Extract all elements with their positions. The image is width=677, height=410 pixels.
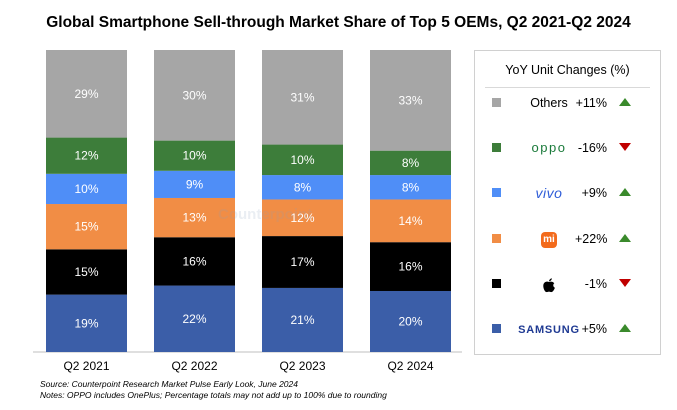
arrow-up-icon <box>619 324 631 332</box>
data-label-vivo-q2-2021: 10% <box>74 182 98 196</box>
counterpoint-watermark: Counterpoint <box>218 206 313 223</box>
bar-segment-others-q2-2024 <box>370 50 451 151</box>
legend-change-samsung: +5% <box>581 322 607 336</box>
data-label-vivo-q2-2022: 9% <box>186 177 204 191</box>
data-label-xiaomi-q2-2024: 14% <box>398 214 422 228</box>
data-label-oppo-q2-2022: 10% <box>182 149 206 163</box>
labels-layer: 19% 15% 15% 10% 12% 29% 22% 16% 13% 9% 10% 30% 21% 17… <box>74 87 422 331</box>
legend-label-others: Others <box>530 96 568 110</box>
legend-swatch-samsung <box>492 324 501 333</box>
arrow-down-icon <box>619 279 631 287</box>
data-label-oppo-q2-2023: 10% <box>290 153 314 167</box>
data-label-others-q2-2022: 30% <box>182 88 206 102</box>
bar-segment-apple-q2-2024 <box>370 242 451 291</box>
legend-entry-samsung: SAMSUNG +5% <box>475 318 660 340</box>
bar-segment-oppo-q2-2024 <box>370 150 451 176</box>
data-label-apple-q2-2024: 16% <box>398 260 422 274</box>
data-label-xiaomi-q2-2022: 13% <box>182 211 206 225</box>
bar-segment-oppo-q2-2022 <box>154 140 235 171</box>
legend-entry-xiaomi: mi +22% <box>475 228 660 250</box>
data-label-samsung-q2-2022: 22% <box>182 312 206 326</box>
bar-segment-others-q2-2021 <box>46 50 127 138</box>
x-tick-label-q2-2022: Q2 2022 <box>171 359 217 373</box>
bar-segment-vivo-q2-2024 <box>370 175 451 200</box>
source-note: Source: Counterpoint Research Market Pul… <box>40 379 298 389</box>
legend-swatch-vivo <box>492 188 501 197</box>
data-label-oppo-q2-2024: 8% <box>402 156 420 170</box>
x-tick-label-q2-2024: Q2 2024 <box>387 359 433 373</box>
xiaomi-logo: mi <box>510 230 588 248</box>
legend: YoY Unit Changes (%) Others +11% oppo -16% v… <box>474 50 661 355</box>
bar-segment-apple-q2-2022 <box>154 237 235 286</box>
data-label-samsung-q2-2023: 21% <box>290 313 314 327</box>
bars-layer <box>46 50 451 352</box>
data-label-others-q2-2021: 29% <box>74 87 98 101</box>
arrow-down-icon <box>619 143 631 151</box>
arrow-up-icon <box>619 98 631 106</box>
bar-segment-samsung-q2-2023 <box>262 287 343 352</box>
bar-segment-apple-q2-2021 <box>46 249 127 295</box>
legend-swatch-apple <box>492 279 501 288</box>
x-tick-labels: Q2 2021 Q2 2022 Q2 2023 Q2 2024 <box>63 359 433 373</box>
data-label-oppo-q2-2021: 12% <box>74 149 98 163</box>
legend-change-apple: -1% <box>584 277 607 291</box>
bar-segment-apple-q2-2023 <box>262 236 343 288</box>
legend-change-xiaomi: +22% <box>575 232 608 246</box>
legend-change-others: +11% <box>575 96 607 110</box>
data-label-samsung-q2-2021: 19% <box>74 316 98 330</box>
data-label-samsung-q2-2024: 20% <box>398 314 422 328</box>
legend-swatch-oppo <box>492 143 501 152</box>
legend-entry-others: Others +11% <box>475 92 660 114</box>
x-tick-label-q2-2023: Q2 2023 <box>279 359 325 373</box>
data-label-xiaomi-q2-2021: 15% <box>74 220 98 234</box>
bar-segment-xiaomi-q2-2021 <box>46 204 127 250</box>
data-label-others-q2-2024: 33% <box>398 93 422 107</box>
data-label-xiaomi-q2-2023: 12% <box>290 211 314 225</box>
legend-divider <box>485 87 650 88</box>
legend-entry-oppo: oppo -16% <box>475 137 660 159</box>
chart-title: Global Smartphone Sell-through Market Sh… <box>46 14 631 31</box>
notes-line: Notes: OPPO includes OnePlus; Percentage… <box>40 390 387 400</box>
data-label-vivo-q2-2023: 8% <box>294 180 312 194</box>
bar-segment-oppo-q2-2021 <box>46 137 127 174</box>
legend-swatch-xiaomi <box>492 234 501 243</box>
legend-entry-vivo: vivo +9% <box>475 182 660 204</box>
samsung-logo: SAMSUNG <box>518 324 580 336</box>
data-label-apple-q2-2021: 15% <box>74 265 98 279</box>
bar-segment-xiaomi-q2-2023 <box>262 199 343 237</box>
arrow-up-icon <box>619 234 631 242</box>
data-label-apple-q2-2023: 17% <box>290 255 314 269</box>
bar-segment-samsung-q2-2021 <box>46 294 127 352</box>
data-label-others-q2-2023: 31% <box>290 90 314 104</box>
vivo-logo: vivo <box>535 185 563 201</box>
bar-segment-xiaomi-q2-2024 <box>370 199 451 243</box>
bar-segment-oppo-q2-2023 <box>262 144 343 176</box>
bar-segment-others-q2-2023 <box>262 50 343 145</box>
bar-segment-xiaomi-q2-2022 <box>154 197 235 238</box>
data-label-apple-q2-2022: 16% <box>182 254 206 268</box>
bar-segment-vivo-q2-2023 <box>262 175 343 200</box>
data-label-vivo-q2-2024: 8% <box>402 180 420 194</box>
oppo-logo: oppo <box>531 140 567 155</box>
apple-icon <box>543 277 555 292</box>
legend-swatch-others <box>492 98 501 107</box>
x-tick-label-q2-2021: Q2 2021 <box>63 359 109 373</box>
legend-entry-apple: -1% <box>475 273 660 295</box>
bar-segment-vivo-q2-2022 <box>154 170 235 198</box>
bar-segment-samsung-q2-2024 <box>370 290 451 352</box>
bar-segment-vivo-q2-2021 <box>46 173 127 205</box>
bar-segment-others-q2-2022 <box>154 50 235 141</box>
legend-change-vivo: +9% <box>581 186 607 200</box>
apple-logo <box>510 275 588 293</box>
arrow-up-icon <box>619 188 631 196</box>
legend-change-oppo: -16% <box>577 141 607 155</box>
bar-segment-samsung-q2-2022 <box>154 285 235 352</box>
legend-title: YoY Unit Changes (%) <box>505 63 630 77</box>
